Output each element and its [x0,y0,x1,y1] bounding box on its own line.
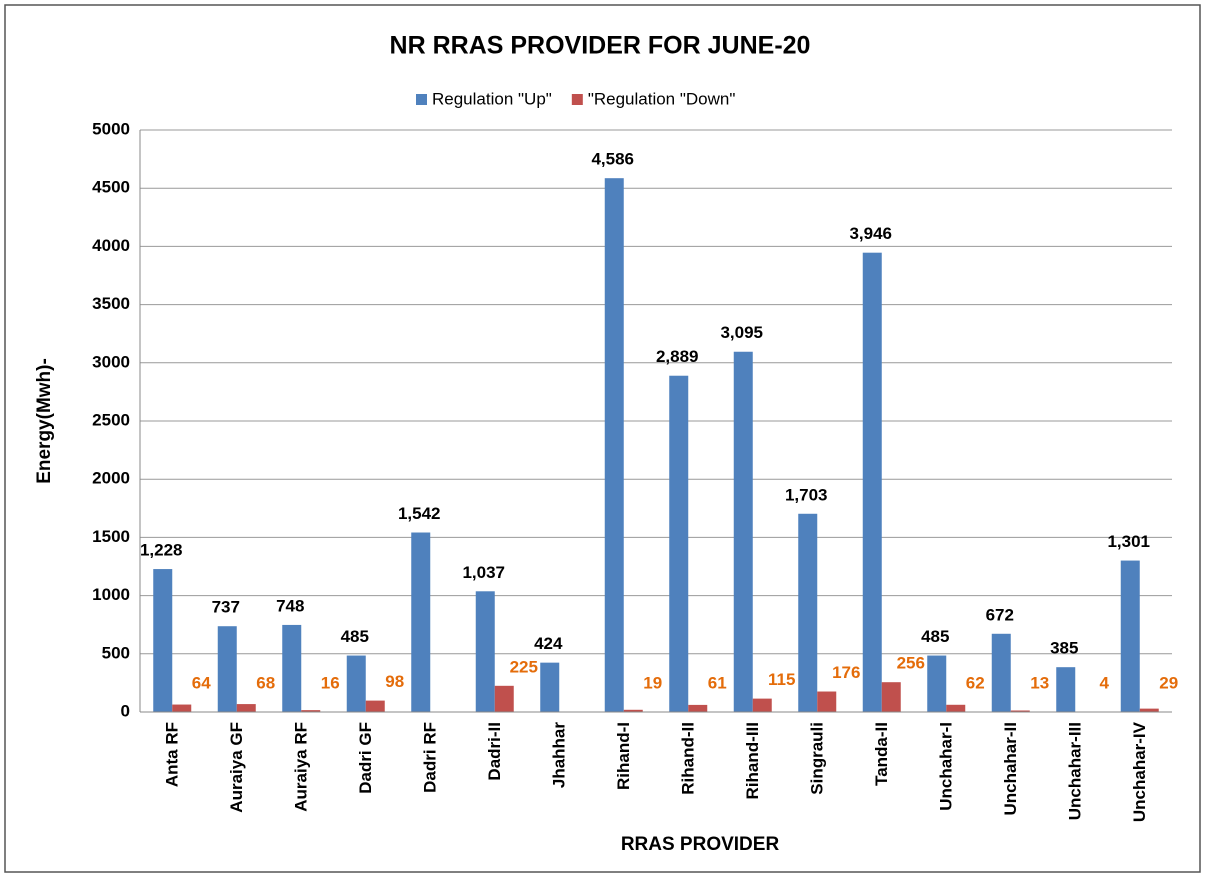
data-label: 4 [1100,673,1110,692]
x-tick-label: Rihand-II [679,722,698,795]
x-tick-label: Unchahar-IV [1130,721,1149,822]
data-label: 737 [212,598,240,617]
bar [605,178,624,712]
bar [1121,561,1140,712]
data-label: 256 [897,654,925,673]
bar [495,686,514,712]
data-label: 3,095 [720,323,763,342]
bar [282,625,301,712]
data-label: 13 [1030,673,1049,692]
x-tick-label: Dadri GF [356,722,375,794]
y-tick-label: 500 [102,643,130,662]
y-tick-label: 2000 [92,469,130,488]
bar [172,705,191,712]
legend-label: "Regulation "Down" [588,89,736,108]
y-tick-label: 0 [121,701,130,720]
y-tick-label: 4000 [92,236,130,255]
data-label: 64 [192,673,211,692]
bar [734,352,753,712]
data-label: 485 [921,627,949,646]
data-label: 61 [708,673,727,692]
x-tick-label: Dadri-II [485,722,504,781]
bar [411,533,430,712]
data-label: 68 [256,673,275,692]
bar [1056,667,1075,712]
bar [927,656,946,712]
data-label: 1,228 [140,541,183,560]
y-tick-label: 3000 [92,352,130,371]
bar [476,591,495,712]
data-label: 748 [276,596,304,615]
bar [817,692,836,712]
x-tick-label: Unchahar-I [937,722,956,811]
data-label: 1,301 [1107,532,1150,551]
bar [882,682,901,712]
bar [669,376,688,712]
y-tick-label: 5000 [92,119,130,138]
legend-swatch [416,94,427,105]
data-label: 16 [321,673,340,692]
y-tick-label: 2500 [92,410,130,429]
y-tick-label: 3500 [92,294,130,313]
y-tick-label: 1500 [92,527,130,546]
x-tick-label: Singrauli [808,722,827,795]
bar [237,704,256,712]
x-tick-label: Rihand-I [614,722,633,790]
bar [753,699,772,712]
bar [688,705,707,712]
data-label: 29 [1159,673,1178,692]
x-tick-label: Dadri RF [421,722,440,793]
bar [798,514,817,712]
data-label: 115 [768,670,795,689]
data-label: 1,037 [462,563,505,582]
y-tick-label: 4500 [92,178,130,197]
data-label: 1,703 [785,485,828,504]
data-label: 19 [643,673,662,692]
chart-title: NR RRAS PROVIDER FOR JUNE-20 [390,32,811,60]
data-label: 672 [986,605,1014,624]
x-axis-title: RRAS PROVIDER [621,834,780,855]
bar [347,656,366,712]
data-label: 385 [1050,639,1078,658]
data-label: 485 [341,627,369,646]
bar [1140,709,1159,712]
data-label: 176 [832,663,860,682]
data-label: 225 [510,657,538,676]
x-tick-label: Tanda-II [872,722,891,786]
x-tick-label: Unchahar-II [1001,722,1020,816]
bar [153,569,172,712]
legend-swatch [572,94,583,105]
bar [366,701,385,712]
data-label: 2,889 [656,347,699,366]
bar [992,634,1011,712]
x-tick-label: Auraiya GF [227,722,246,813]
data-label: 424 [534,634,563,653]
bar [946,705,965,712]
y-tick-label: 1000 [92,585,130,604]
x-tick-label: Anta RF [163,722,182,787]
x-tick-label: Rihand-III [743,722,762,799]
bar [218,626,237,712]
y-axis-title: Energy(Mwh)- [34,358,55,484]
x-tick-label: Auraiya RF [292,722,311,812]
data-label: 3,946 [849,224,892,243]
bar [540,663,559,712]
chart-frame [5,5,1200,872]
data-label: 1,542 [398,504,441,523]
legend-label: Regulation "Up" [432,89,552,108]
data-label: 62 [966,673,985,692]
data-label: 98 [385,672,404,691]
x-tick-label: Unchahar-III [1066,722,1085,820]
bar [863,253,882,712]
data-label: 4,586 [591,150,634,169]
x-tick-label: Jhahhar [550,722,569,789]
